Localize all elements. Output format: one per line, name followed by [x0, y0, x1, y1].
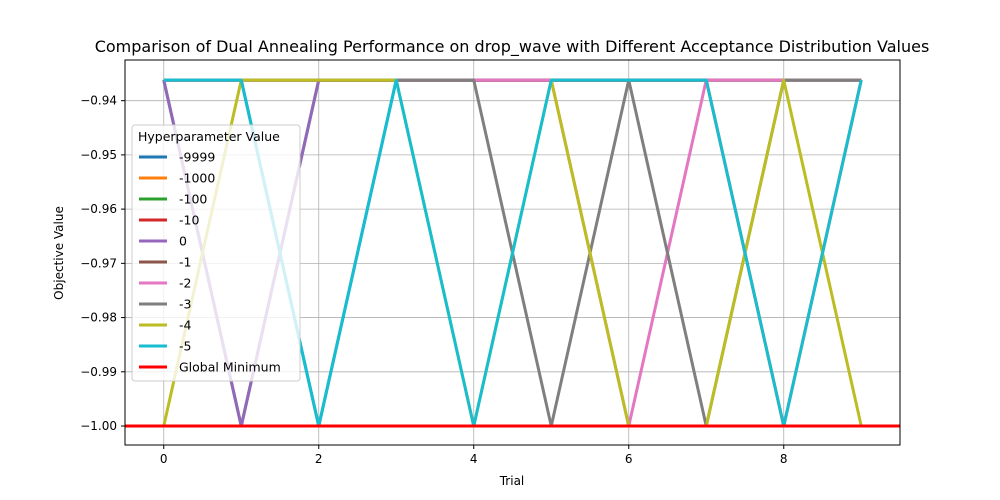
legend-title: Hyperparameter Value [138, 129, 280, 144]
legend-box [131, 124, 301, 382]
y-axis-ticks: −1.00 −0.99 −0.98 −0.97 −0.96 −0.95 −0.94 [80, 94, 125, 433]
legend-entry: -2 [179, 276, 191, 291]
x-tick-label: 4 [470, 452, 478, 466]
legend-entry: Global Minimum [179, 360, 281, 375]
legend-entry: -100 [179, 192, 207, 207]
legend-entry: -9999 [179, 150, 215, 165]
legend-entry: -5 [179, 339, 191, 354]
legend-entry: -3 [179, 297, 191, 312]
plot-frame [124, 59, 901, 446]
series-lines [125, 78, 900, 428]
legend-entry: -1 [179, 255, 191, 270]
x-axis-label: Trial [499, 474, 525, 488]
y-axis-label: Objective Value [52, 206, 66, 300]
legend-entry: -1000 [179, 171, 215, 186]
legend-entry: -10 [179, 213, 199, 228]
x-tick-label: 8 [780, 452, 788, 466]
x-tick-label: 6 [625, 452, 633, 466]
y-tick-label: −0.96 [80, 202, 117, 216]
y-tick-label: −0.98 [80, 311, 117, 325]
x-tick-label: 0 [160, 452, 168, 466]
legend: Hyperparameter Value-9999-1000-100-100-1… [131, 124, 301, 382]
x-tick-label: 2 [315, 452, 323, 466]
y-tick-label: −1.00 [80, 419, 117, 433]
axes [124, 59, 901, 446]
y-tick-label: −0.97 [80, 256, 117, 270]
y-tick-label: −0.99 [80, 365, 117, 379]
y-tick-label: −0.95 [80, 148, 117, 162]
x-axis-ticks: 0 2 4 6 8 [160, 445, 788, 466]
legend-entry: 0 [179, 234, 187, 249]
chart-title: Comparison of Dual Annealing Performance… [95, 37, 930, 57]
legend-entry: -4 [179, 318, 192, 333]
y-tick-label: −0.94 [80, 94, 117, 108]
